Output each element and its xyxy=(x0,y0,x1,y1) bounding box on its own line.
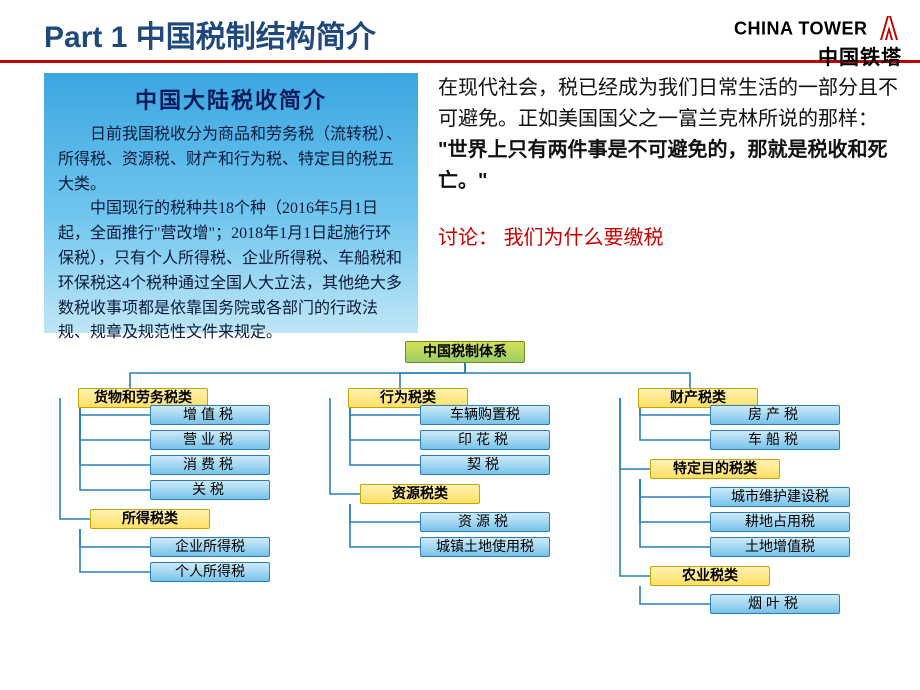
node-cat3-0: 车辆购置税 xyxy=(420,405,550,425)
blue-card-title: 中国大陆税收简介 xyxy=(58,83,404,115)
node-cat6-2: 土地增值税 xyxy=(710,537,850,557)
node-cat1-0: 增值税 xyxy=(150,405,270,425)
node-cat5-0: 房产税 xyxy=(710,405,840,425)
node-cat3-2: 契税 xyxy=(420,455,550,475)
node-cat2-0: 企业所得税 xyxy=(150,537,270,557)
right-text: 在现代社会，税已经成为我们日常生活的一部分且不可避免。正如美国国父之一富兰克林所… xyxy=(438,73,900,333)
node-cat4: 资源税类 xyxy=(360,484,480,504)
node-cat2-1: 个人所得税 xyxy=(150,562,270,582)
node-cat1-3: 关税 xyxy=(150,480,270,500)
discuss-label: 讨论： xyxy=(438,227,498,249)
node-cat6-1: 耕地占用税 xyxy=(710,512,850,532)
node-cat7: 农业税类 xyxy=(650,566,770,586)
blue-card: 中国大陆税收简介 日前我国税收分为商品和劳务税（流转税）、所得税、资源税、财产和… xyxy=(44,73,418,333)
tower-icon xyxy=(876,14,902,47)
node-cat1-1: 营业税 xyxy=(150,430,270,450)
discuss-line: 讨论： 我们为什么要缴税 xyxy=(438,223,900,254)
logo-en: CHINA TOWER xyxy=(734,19,868,39)
intro-text: 在现代社会，税已经成为我们日常生活的一部分且不可避免。正如美国国父之一富兰克林所… xyxy=(438,77,898,130)
node-root: 中国税制体系 xyxy=(405,341,525,363)
node-cat7-0: 烟叶税 xyxy=(710,594,840,614)
logo-cn: 中国铁塔 xyxy=(734,47,902,69)
tax-tree: 中国税制体系 货物和劳务税类 增值税 营业税 消费税 关税 所得税类 企业所得税… xyxy=(20,341,910,641)
node-cat4-0: 资源税 xyxy=(420,512,550,532)
node-cat1-2: 消费税 xyxy=(150,455,270,475)
header: Part 1 中国税制结构简介 CHINA TOWER 中国铁塔 xyxy=(0,0,920,63)
node-cat4-1: 城镇土地使用税 xyxy=(420,537,550,557)
quote-text: "世界上只有两件事是不可避免的，那就是税收和死亡。" xyxy=(438,139,887,192)
logo: CHINA TOWER 中国铁塔 xyxy=(734,14,902,69)
upper-row: 中国大陆税收简介 日前我国税收分为商品和劳务税（流转税）、所得税、资源税、财产和… xyxy=(0,63,920,339)
blue-card-para1: 日前我国税收分为商品和劳务税（流转税）、所得税、资源税、财产和行为税、特定目的税… xyxy=(58,123,404,197)
node-cat3-1: 印花税 xyxy=(420,430,550,450)
node-cat5-1: 车船税 xyxy=(710,430,840,450)
node-cat6-0: 城市维护建设税 xyxy=(710,487,850,507)
node-cat2: 所得税类 xyxy=(90,509,210,529)
blue-card-para2: 中国现行的税种共18个种（2016年5月1日起，全面推行"营改增"；2018年1… xyxy=(58,197,404,346)
node-cat6: 特定目的税类 xyxy=(650,459,780,479)
discuss-text: 我们为什么要缴税 xyxy=(504,227,664,249)
